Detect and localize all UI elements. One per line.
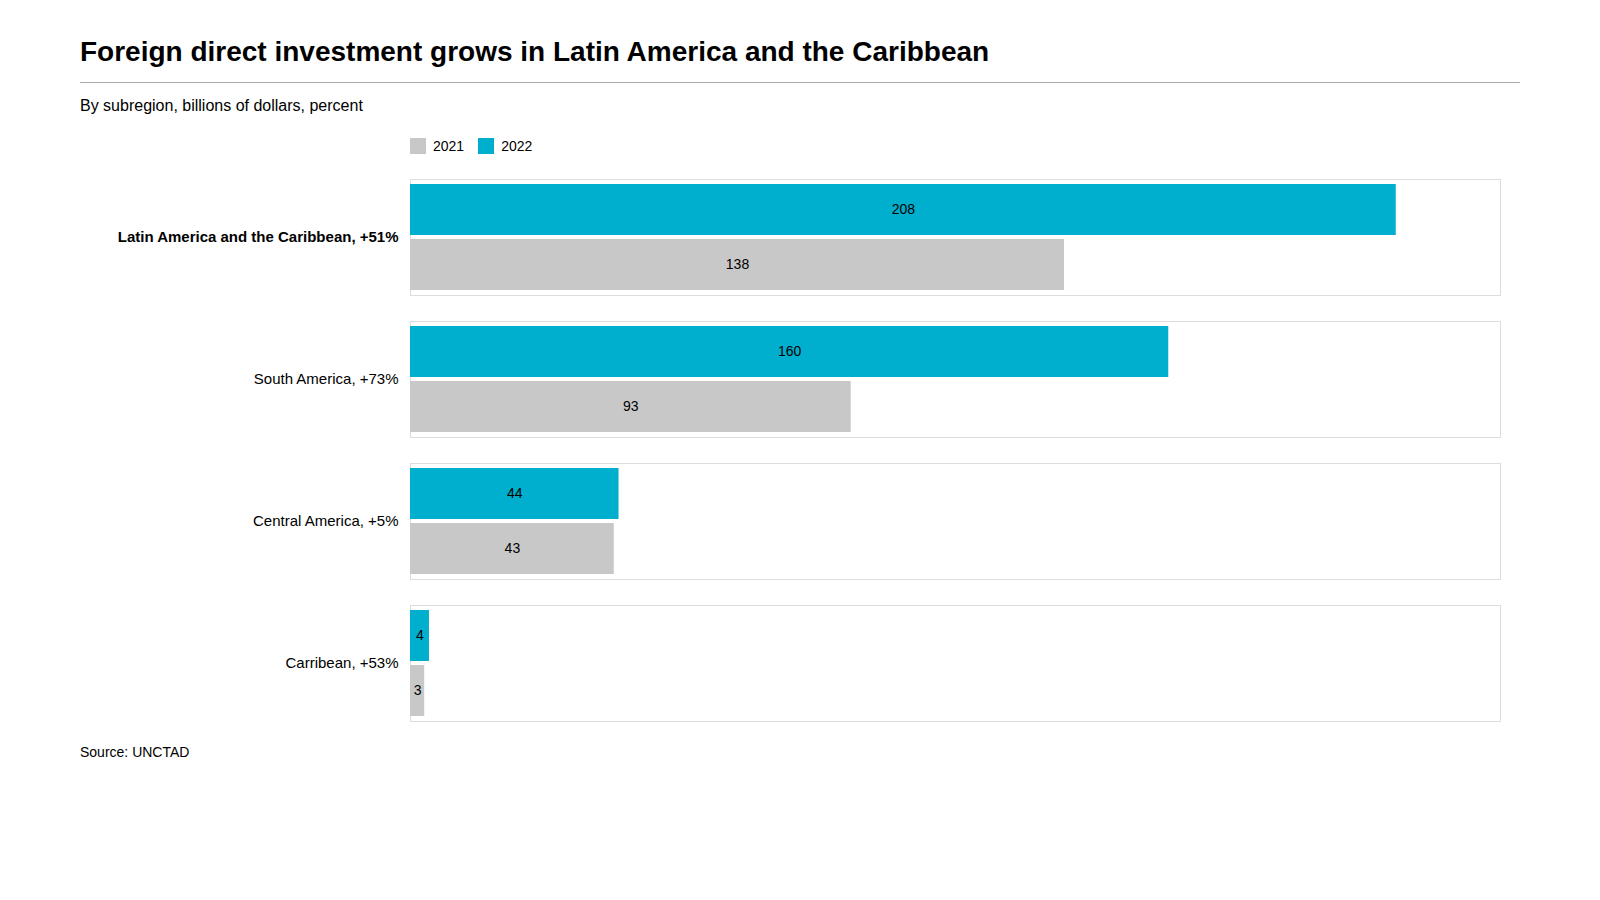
- svg-text:3: 3: [414, 682, 422, 698]
- html-text:Foreign direct investment grow: Foreign direct investment grows in Latin…: [80, 36, 990, 67]
- svg-text:160: 160: [778, 343, 802, 359]
- svg-text:43: 43: [505, 540, 521, 556]
- svg-text:4: 4: [416, 627, 424, 643]
- html-text:Source: UNCTAD: Source: UNCTAD: [80, 744, 190, 760]
- svg-text:208: 208: [892, 201, 916, 217]
- html-text:By subregion, billions of doll: By subregion, billions of dollars, perce…: [80, 97, 363, 114]
- svg-text:Central America, +5%: Central America, +5%: [253, 512, 398, 529]
- svg-text:138: 138: [726, 256, 750, 272]
- svg-text:Carribean, +53%: Carribean, +53%: [286, 654, 399, 671]
- html-text:2022: 2022: [501, 137, 533, 154]
- svg-text:Latin America and the Caribbea: Latin America and the Caribbean, +51%: [118, 228, 399, 245]
- html-text:2021: 2021: [433, 137, 465, 154]
- svg-text:South America, +73%: South America, +73%: [254, 370, 399, 387]
- svg-text:93: 93: [623, 398, 639, 414]
- svg-text:44: 44: [507, 485, 523, 501]
